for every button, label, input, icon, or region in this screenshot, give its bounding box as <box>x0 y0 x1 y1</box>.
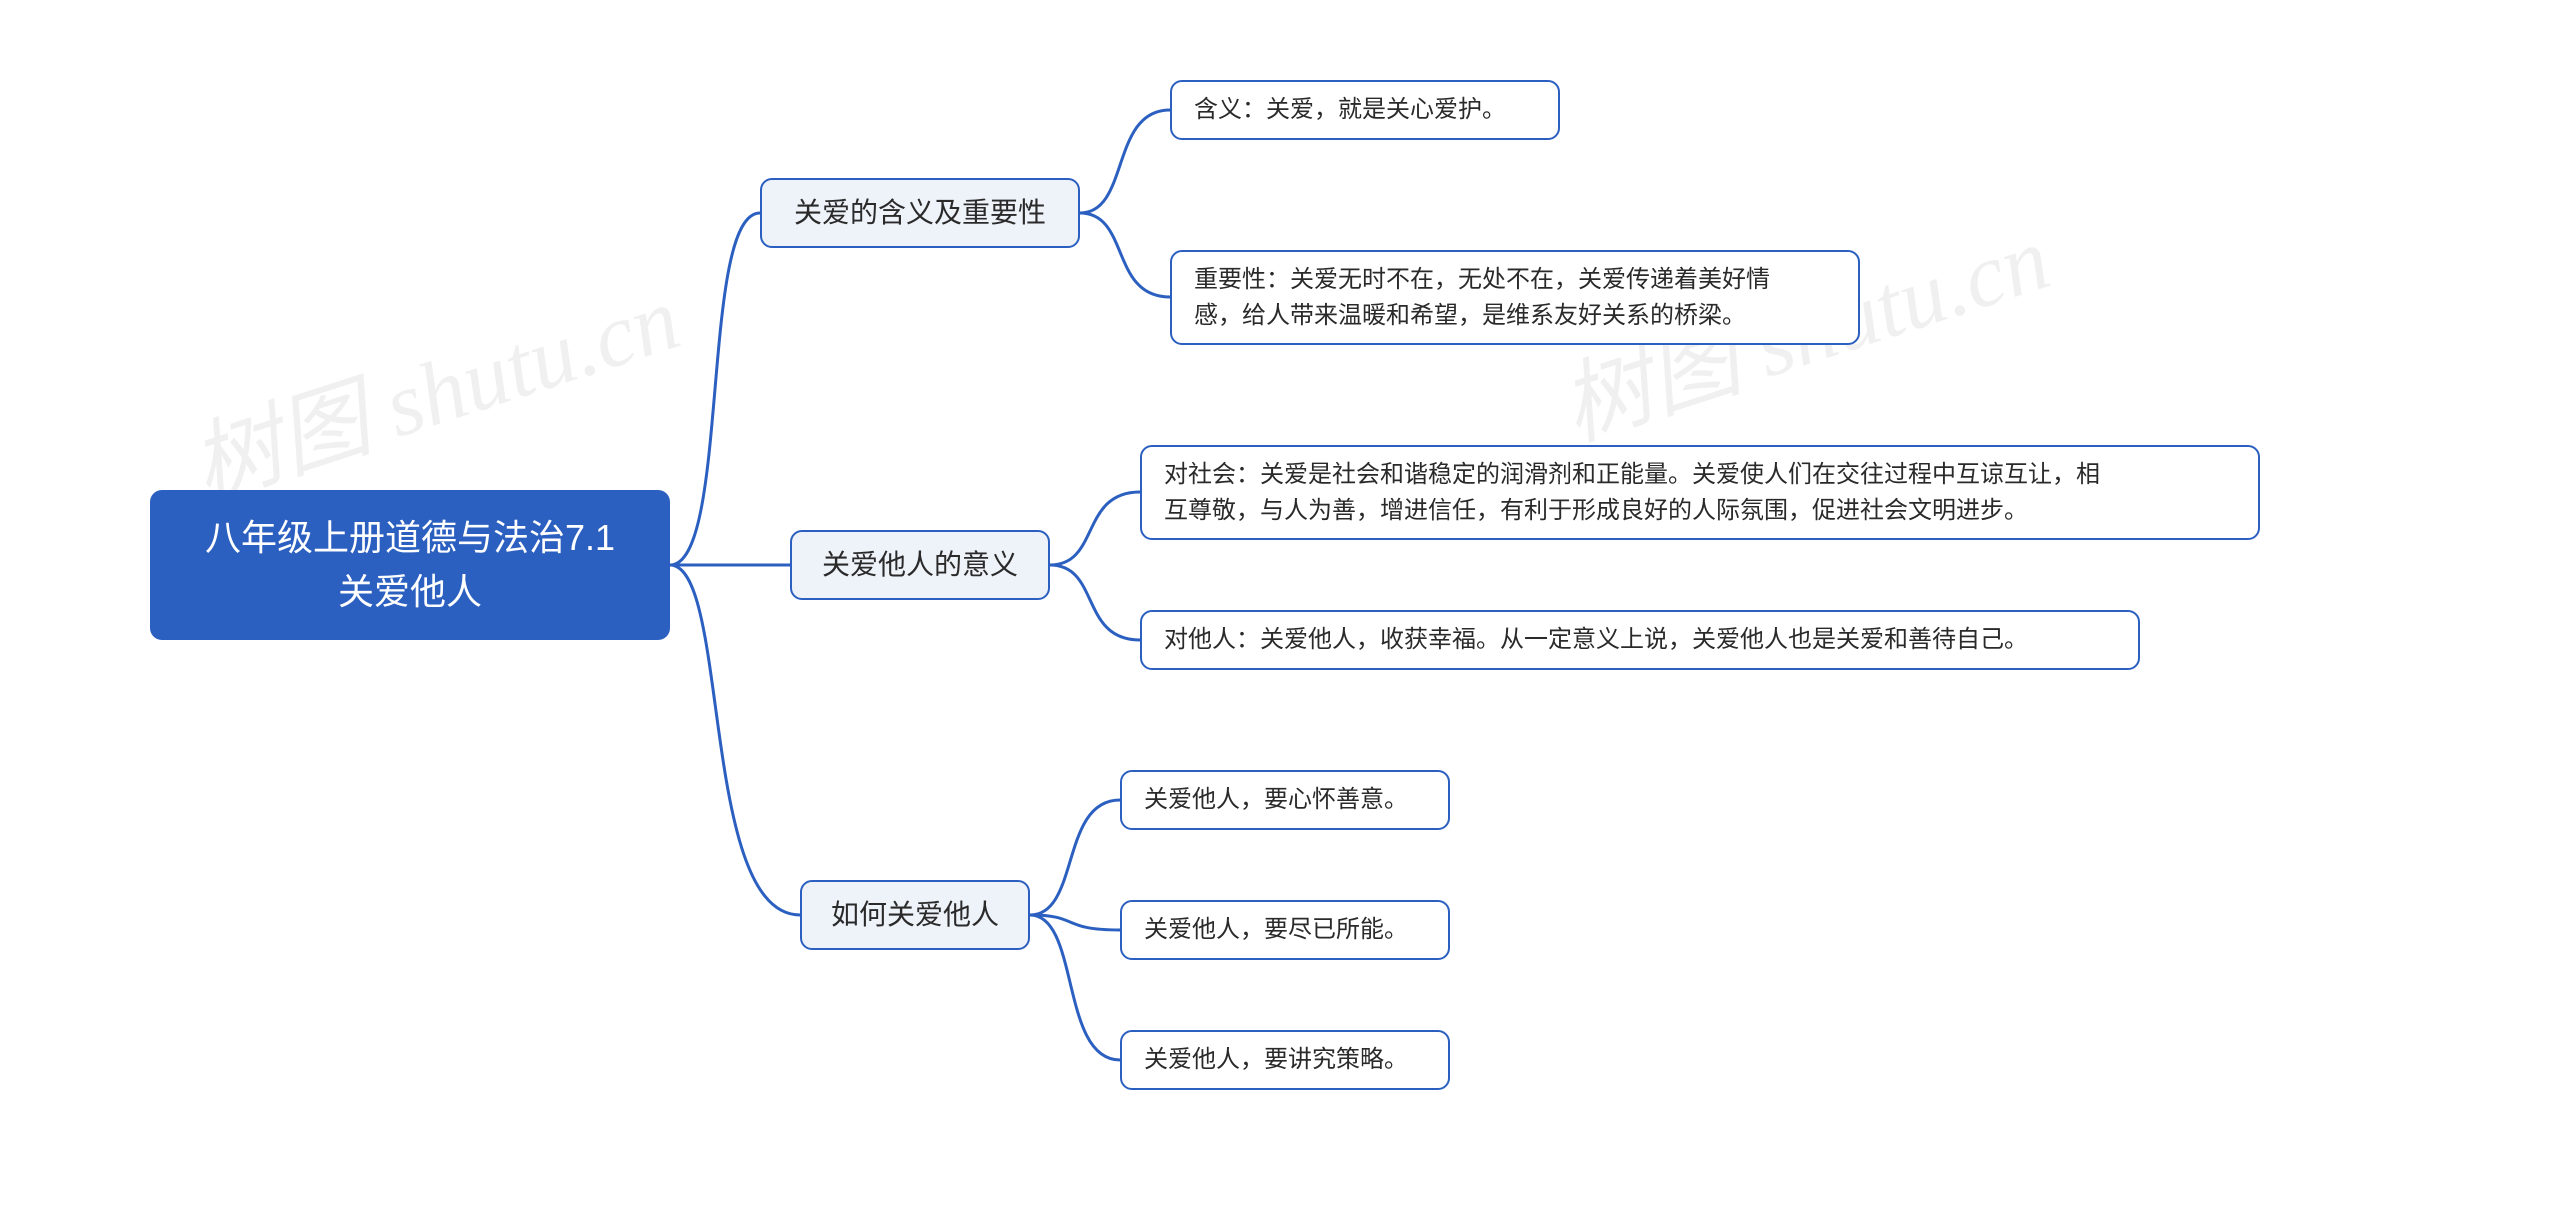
leaf-line1: 对社会：关爱是社会和谐稳定的润滑剂和正能量。关爱使人们在交往过程中互谅互让，相 <box>1164 457 2100 493</box>
leaf-label: 对他人：关爱他人，收获幸福。从一定意义上说，关爱他人也是关爱和善待自己。 <box>1164 622 2028 658</box>
branch-how[interactable]: 如何关爱他人 <box>800 880 1030 950</box>
root-line1: 八年级上册道德与法治7.1 <box>205 511 615 565</box>
mindmap-canvas: 树图 shutu.cn 树图 shutu.cn <box>0 0 2560 1205</box>
leaf-definition[interactable]: 含义：关爱，就是关心爱护。 <box>1170 80 1560 140</box>
leaf-best-effort[interactable]: 关爱他人，要尽已所能。 <box>1120 900 1450 960</box>
edge-b3-l32 <box>1030 915 1120 930</box>
edge-b3-l33 <box>1030 915 1120 1060</box>
leaf-text: 重要性：关爱无时不在，无处不在，关爱传递着美好情 感，给人带来温暖和希望，是维系… <box>1194 262 1770 334</box>
leaf-label: 关爱他人，要尽已所能。 <box>1144 912 1408 948</box>
edge-b1-l11 <box>1080 110 1170 213</box>
leaf-strategy[interactable]: 关爱他人，要讲究策略。 <box>1120 1030 1450 1090</box>
edge-b1-l12 <box>1080 213 1170 297</box>
branch-label: 如何关爱他人 <box>831 894 999 936</box>
edge-b3-l31 <box>1030 800 1120 915</box>
leaf-label: 关爱他人，要心怀善意。 <box>1144 782 1408 818</box>
edge-b2-l22 <box>1050 565 1140 640</box>
leaf-label: 含义：关爱，就是关心爱护。 <box>1194 92 1506 128</box>
leaf-importance[interactable]: 重要性：关爱无时不在，无处不在，关爱传递着美好情 感，给人带来温暖和希望，是维系… <box>1170 250 1860 345</box>
leaf-line2: 感，给人带来温暖和希望，是维系友好关系的桥梁。 <box>1194 298 1770 334</box>
watermark-1: 树图 shutu.cn <box>172 245 692 525</box>
branch-significance[interactable]: 关爱他人的意义 <box>790 530 1050 600</box>
edge-b2-l21 <box>1050 492 1140 565</box>
root-node[interactable]: 八年级上册道德与法治7.1 关爱他人 <box>150 490 670 640</box>
root-line2: 关爱他人 <box>205 565 615 619</box>
leaf-label: 关爱他人，要讲究策略。 <box>1144 1042 1408 1078</box>
branch-meaning-importance[interactable]: 关爱的含义及重要性 <box>760 178 1080 248</box>
leaf-to-others[interactable]: 对他人：关爱他人，收获幸福。从一定意义上说，关爱他人也是关爱和善待自己。 <box>1140 610 2140 670</box>
leaf-kindness[interactable]: 关爱他人，要心怀善意。 <box>1120 770 1450 830</box>
watermark-text: 树图 shutu.cn <box>180 269 691 519</box>
leaf-to-society[interactable]: 对社会：关爱是社会和谐稳定的润滑剂和正能量。关爱使人们在交往过程中互谅互让，相 … <box>1140 445 2260 540</box>
leaf-line2: 互尊敬，与人为善，增进信任，有利于形成良好的人际氛围，促进社会文明进步。 <box>1164 493 2100 529</box>
edge-root-b3 <box>670 565 800 915</box>
edge-root-b1 <box>670 213 760 565</box>
branch-label: 关爱的含义及重要性 <box>794 192 1046 234</box>
root-text: 八年级上册道德与法治7.1 关爱他人 <box>205 511 615 619</box>
branch-label: 关爱他人的意义 <box>822 544 1018 586</box>
leaf-text: 对社会：关爱是社会和谐稳定的润滑剂和正能量。关爱使人们在交往过程中互谅互让，相 … <box>1164 457 2100 529</box>
leaf-line1: 重要性：关爱无时不在，无处不在，关爱传递着美好情 <box>1194 262 1770 298</box>
